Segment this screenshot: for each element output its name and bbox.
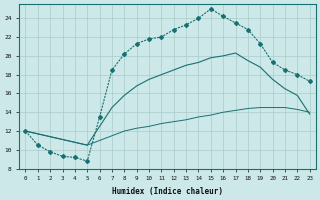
X-axis label: Humidex (Indice chaleur): Humidex (Indice chaleur) (112, 187, 223, 196)
